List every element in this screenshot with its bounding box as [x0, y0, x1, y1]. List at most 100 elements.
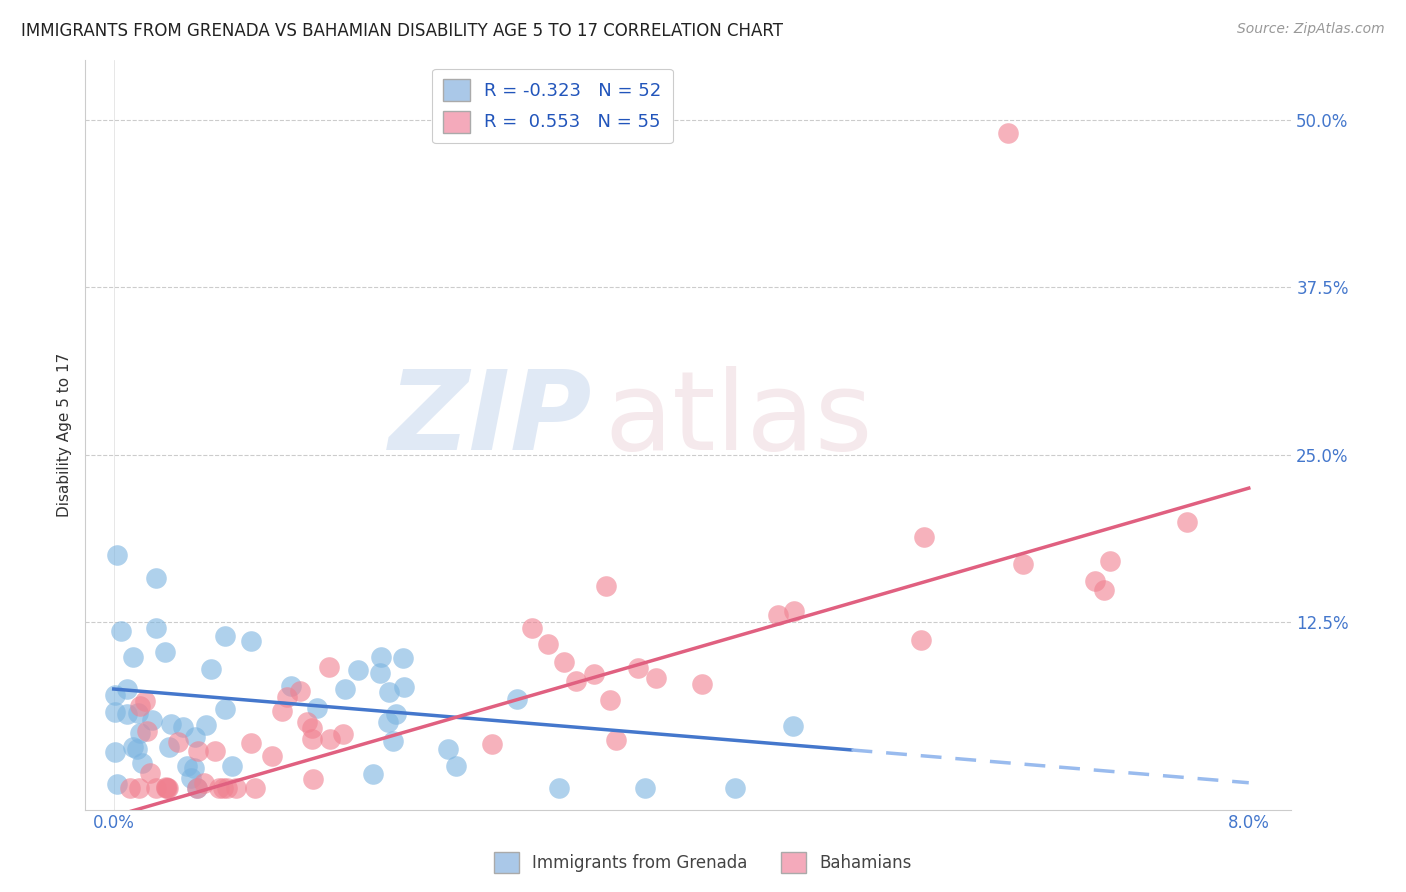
Point — [1092, 583, 1115, 598]
Point — [193, 776, 215, 790]
Point — [783, 604, 806, 618]
Text: atlas: atlas — [605, 366, 873, 473]
Point — [368, 665, 391, 680]
Point — [724, 781, 747, 796]
Point — [239, 736, 262, 750]
Point — [595, 579, 617, 593]
Point — [301, 732, 323, 747]
Point — [128, 781, 150, 796]
Point — [118, 781, 141, 796]
Point — [537, 637, 560, 651]
Point — [212, 781, 235, 796]
Point — [187, 744, 209, 758]
Point — [297, 715, 319, 730]
Point — [766, 607, 789, 622]
Point — [121, 649, 143, 664]
Point — [363, 766, 385, 780]
Point — [115, 707, 138, 722]
Y-axis label: Disability Age 5 to 17: Disability Age 5 to 17 — [58, 352, 72, 516]
Point — [214, 629, 236, 643]
Point — [260, 749, 283, 764]
Point — [104, 706, 127, 720]
Point — [1099, 554, 1122, 568]
Point — [172, 720, 194, 734]
Point — [225, 781, 247, 796]
Point — [125, 741, 148, 756]
Point — [391, 651, 413, 665]
Point — [782, 719, 804, 733]
Point — [692, 676, 714, 690]
Point — [385, 706, 408, 721]
Point — [520, 621, 543, 635]
Point — [129, 725, 152, 739]
Point — [122, 740, 145, 755]
Point — [270, 705, 292, 719]
Point — [104, 688, 127, 702]
Point — [105, 548, 128, 562]
Point — [301, 721, 323, 735]
Point — [582, 666, 605, 681]
Point — [444, 759, 467, 773]
Point — [186, 781, 208, 796]
Point — [155, 645, 177, 659]
Point — [157, 739, 180, 754]
Point — [129, 699, 152, 714]
Point — [155, 780, 177, 795]
Point — [910, 632, 932, 647]
Point — [605, 732, 627, 747]
Point — [145, 571, 167, 585]
Point — [332, 727, 354, 741]
Point — [105, 776, 128, 790]
Point — [104, 745, 127, 759]
Point — [1084, 574, 1107, 588]
Point — [194, 718, 217, 732]
Point — [333, 681, 356, 696]
Point — [912, 529, 935, 543]
Point — [553, 655, 575, 669]
Point — [381, 734, 404, 748]
Point — [136, 723, 159, 738]
Point — [134, 694, 156, 708]
Point — [221, 759, 243, 773]
Point — [377, 685, 399, 699]
Point — [319, 731, 342, 746]
Point — [280, 679, 302, 693]
Point — [481, 737, 503, 751]
Point — [599, 693, 621, 707]
Point — [204, 744, 226, 758]
Point — [180, 771, 202, 785]
Point — [436, 741, 458, 756]
Point — [131, 756, 153, 770]
Point — [307, 700, 329, 714]
Point — [184, 730, 207, 744]
Point — [117, 682, 139, 697]
Point — [347, 664, 370, 678]
Point — [318, 660, 340, 674]
Point — [370, 650, 392, 665]
Point — [548, 781, 571, 796]
Point — [506, 692, 529, 706]
Point — [141, 713, 163, 727]
Point — [186, 780, 208, 795]
Point — [215, 781, 238, 796]
Text: ZIP: ZIP — [388, 366, 592, 473]
Point — [145, 781, 167, 796]
Legend: R = -0.323   N = 52, R =  0.553   N = 55: R = -0.323 N = 52, R = 0.553 N = 55 — [432, 69, 672, 144]
Point — [276, 690, 298, 704]
Point — [645, 671, 668, 685]
Point — [633, 781, 655, 796]
Point — [127, 706, 149, 720]
Legend: Immigrants from Grenada, Bahamians: Immigrants from Grenada, Bahamians — [488, 846, 918, 880]
Point — [302, 772, 325, 787]
Point — [157, 781, 180, 796]
Point — [1175, 515, 1198, 529]
Point — [160, 717, 183, 731]
Point — [183, 761, 205, 775]
Point — [290, 683, 312, 698]
Point — [145, 621, 167, 635]
Point — [110, 624, 132, 638]
Point — [245, 781, 267, 796]
Point — [155, 781, 177, 796]
Point — [200, 663, 222, 677]
Point — [176, 758, 198, 772]
